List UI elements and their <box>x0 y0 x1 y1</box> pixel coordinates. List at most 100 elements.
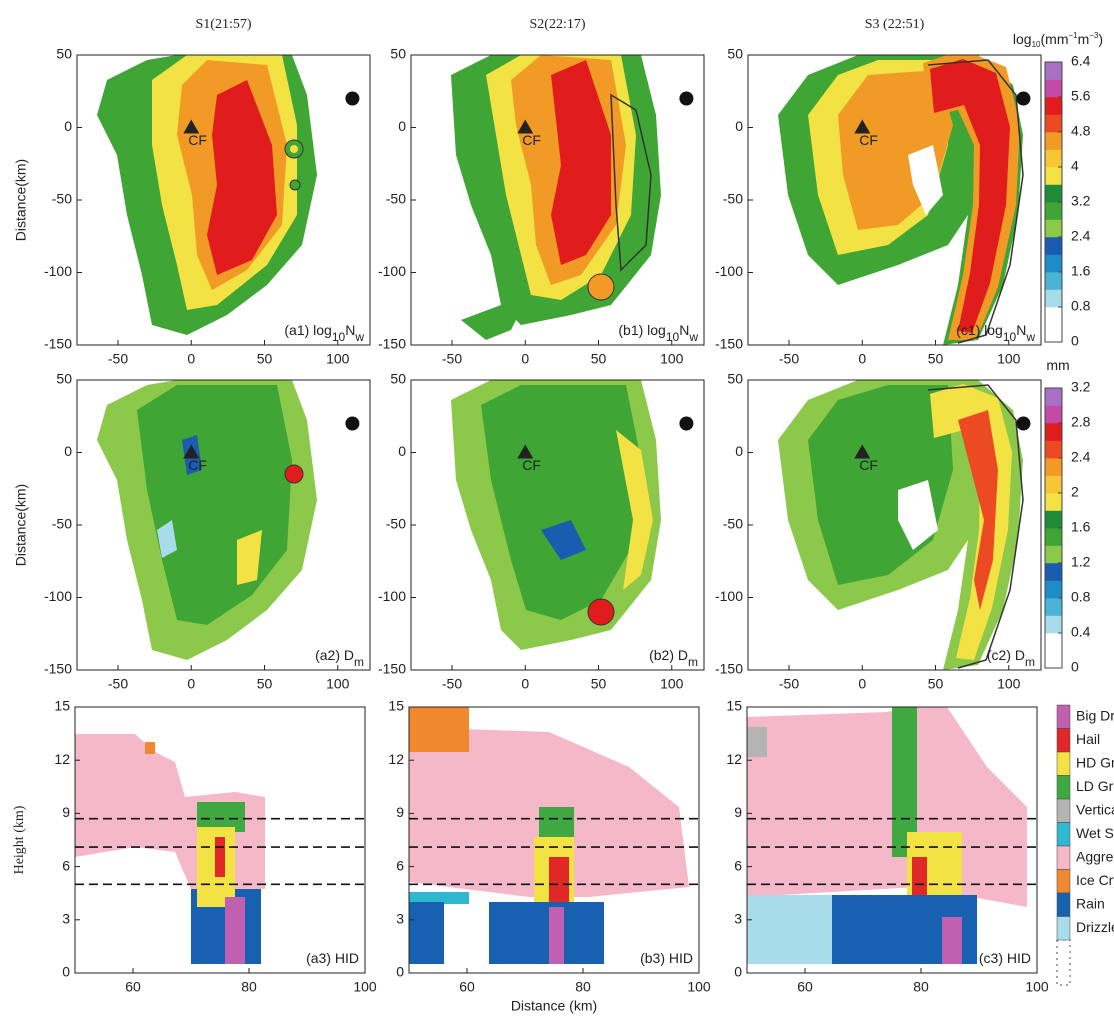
panel-annotation: (c1) log10Nw <box>956 322 1035 344</box>
colorbar-swatch <box>1045 598 1062 616</box>
panel-annotation: (b3) HID <box>640 950 693 966</box>
y-tick-label: 50 <box>390 46 406 62</box>
colorbar-tick-label: 2.4 <box>1071 449 1091 465</box>
colorbar-swatch <box>1045 493 1062 511</box>
legend-label: Drizzle <box>1076 919 1114 935</box>
y-tick-label: -150 <box>44 661 72 677</box>
colorbar-swatch <box>1045 167 1062 185</box>
colorbar-tick-label: 2 <box>1071 484 1079 500</box>
x-tick-label: 100 <box>660 351 684 367</box>
x-tick-label: -50 <box>779 351 799 367</box>
text-part: (a3) HID <box>306 950 359 966</box>
y-tick-label: 50 <box>56 371 72 387</box>
field-image <box>451 380 661 650</box>
x-tick-label: 100 <box>687 979 711 995</box>
text-part: 10 <box>666 330 680 344</box>
text-part: N <box>345 322 355 338</box>
legend-swatch <box>1056 798 1071 823</box>
colorbar-swatch <box>1045 202 1062 220</box>
colorbar-tick-label: 0.8 <box>1071 298 1091 314</box>
y-tick-label: 15 <box>54 698 70 714</box>
x-tick-label: 50 <box>928 676 944 692</box>
colorbar-tick-label: 0.4 <box>1071 624 1091 640</box>
colorbar-swatch <box>1045 528 1062 546</box>
cf-marker <box>517 444 534 459</box>
y-tick-label: -100 <box>715 263 743 279</box>
text-part: 10 <box>1003 330 1017 344</box>
panel-annotation: (a1) log10Nw <box>284 322 364 344</box>
cf-marker <box>517 119 534 134</box>
panel-annotation: (a3) HID <box>306 950 359 966</box>
colorbar-tick-label: 2.4 <box>1071 228 1091 244</box>
site-marker <box>345 91 360 106</box>
colorbar-swatch <box>1045 405 1062 424</box>
field-image <box>409 707 689 964</box>
panel-annotation: (c3) HID <box>979 950 1031 966</box>
colorbar-swatch <box>1045 510 1062 529</box>
legend-label: Big Drop <box>1076 708 1114 724</box>
colorbar-swatch <box>1045 458 1062 476</box>
x-tick-label: 100 <box>353 979 377 995</box>
colorbar-tick-label: 0 <box>1071 659 1079 675</box>
x-tick-label: 100 <box>660 676 684 692</box>
colorbar-swatch <box>1045 272 1062 290</box>
cf-label: CF <box>522 132 541 148</box>
legend-label: LD Grau <box>1076 778 1114 794</box>
colorbar-tick-label: 3.2 <box>1071 379 1091 395</box>
colorbar-tick-label: 1.2 <box>1071 554 1091 570</box>
y-tick-label: -150 <box>378 336 406 352</box>
x-tick-label: 100 <box>326 676 350 692</box>
colorbar-tick-label: 3.2 <box>1071 193 1091 209</box>
colorbar-swatch <box>1045 307 1062 325</box>
cf-marker <box>183 444 200 459</box>
y-tick-label: -50 <box>723 516 743 532</box>
text-part: −1 <box>1069 31 1079 40</box>
colorbar-swatch <box>1045 475 1062 494</box>
x-tick-label: 50 <box>928 351 944 367</box>
colorbar-tick-label: 6.4 <box>1071 53 1091 69</box>
y-tick-label: -100 <box>44 263 72 279</box>
y-tick-label: 50 <box>56 46 72 62</box>
y-axis-label: Height (km) <box>12 805 27 874</box>
text-part: (b2) D <box>649 647 688 663</box>
x-tick-label: 50 <box>591 351 607 367</box>
y-axis-label: Distance(km) <box>13 159 29 241</box>
x-tick-label: 100 <box>997 351 1021 367</box>
x-tick-label: 60 <box>459 979 475 995</box>
text-part: N <box>1016 322 1026 338</box>
colorbar-swatch <box>1045 97 1062 115</box>
y-tick-label: 0 <box>64 443 72 459</box>
text-part: (c1) log <box>956 322 1003 338</box>
cf-label: CF <box>859 132 878 148</box>
legend-blank <box>1056 939 1071 986</box>
field-image <box>97 380 317 660</box>
cf-marker <box>854 444 871 459</box>
y-tick-label: 3 <box>62 911 70 927</box>
colorbar-tick-label: 4.8 <box>1071 123 1091 139</box>
colorbar-swatch <box>1045 289 1062 308</box>
text-part: (b1) log <box>618 322 665 338</box>
x-tick-label: 100 <box>1025 979 1049 995</box>
x-tick-label: 80 <box>241 979 257 995</box>
cf-label: CF <box>859 457 878 473</box>
text-part: (a1) log <box>284 322 331 338</box>
legend-swatch <box>1056 892 1071 917</box>
site-marker <box>345 416 360 431</box>
panel-title: S3 (22:51) <box>865 17 925 32</box>
panel-title: S2(22:17) <box>530 17 586 32</box>
x-tick-label: 0 <box>187 676 195 692</box>
legend-swatch <box>1056 728 1071 753</box>
y-tick-label: 6 <box>62 857 70 873</box>
x-tick-label: 80 <box>575 979 591 995</box>
field-image <box>747 707 1027 964</box>
text-part: ) <box>1098 31 1103 47</box>
text-part: mm <box>1046 357 1069 373</box>
colorbar-tick-label: 1.6 <box>1071 263 1091 279</box>
text-part: m <box>1025 655 1035 669</box>
colorbar-swatch <box>1045 62 1062 80</box>
colorbar-swatch <box>1045 219 1062 238</box>
x-tick-label: -50 <box>108 351 128 367</box>
plot-frame <box>408 706 700 974</box>
panel-title: S1(21:57) <box>196 17 252 32</box>
legend-label: Hail <box>1076 731 1100 747</box>
